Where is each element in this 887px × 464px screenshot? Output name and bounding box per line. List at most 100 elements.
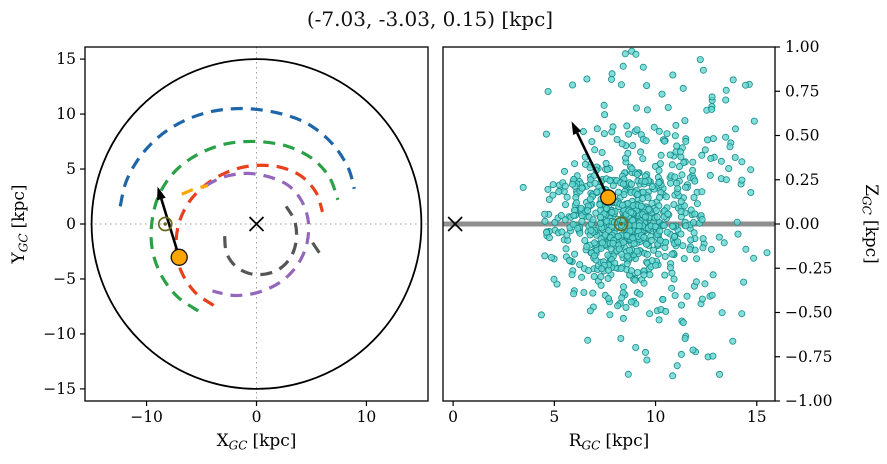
- scatter-point: [681, 334, 689, 342]
- scatter-point: [631, 276, 639, 284]
- scatter-point: [696, 56, 704, 64]
- y-axis-label: YGC[kpc]: [9, 185, 31, 265]
- scatter-point: [619, 201, 627, 209]
- scatter-point: [623, 260, 631, 268]
- scatter-point: [579, 127, 587, 135]
- scatter-point: [642, 137, 650, 145]
- scatter-point: [597, 281, 605, 289]
- scatter-point: [763, 249, 771, 257]
- scatter-point: [570, 211, 578, 219]
- target-star-marker: [600, 189, 617, 206]
- scatter-point: [708, 291, 716, 299]
- scatter-point: [587, 226, 595, 234]
- scatter-point: [686, 246, 694, 254]
- z-axis-label: ZGC[kpc]: [860, 184, 882, 264]
- scatter-point: [626, 246, 634, 254]
- scatter-point: [677, 350, 685, 358]
- scatter-point: [603, 217, 611, 225]
- galactic-center-marker: [248, 216, 265, 232]
- scatter-point: [750, 254, 758, 262]
- scatter-point: [650, 123, 658, 131]
- scatter-point: [568, 271, 576, 279]
- scatter-point: [570, 290, 578, 298]
- scatter-point: [558, 228, 566, 236]
- scatter-point: [640, 279, 648, 287]
- scatter-point: [640, 271, 648, 279]
- scatter-point: [623, 231, 631, 239]
- scatter-point: [677, 198, 685, 206]
- scatter-point: [621, 50, 629, 58]
- scatter-point: [698, 188, 706, 196]
- x-axis-label: XGC [kpc]: [217, 431, 297, 453]
- scatter-point: [608, 208, 616, 216]
- scatter-point: [588, 138, 596, 146]
- scatter-point: [645, 205, 653, 213]
- scatter-point: [652, 261, 660, 269]
- scatter-point: [671, 173, 679, 181]
- scatter-point: [578, 273, 586, 281]
- scatter-point: [671, 291, 679, 299]
- y-tick-label: −1.00: [785, 392, 833, 410]
- scatter-point: [630, 240, 638, 248]
- scatter-point: [632, 50, 640, 58]
- scatter-point: [601, 111, 609, 119]
- scatter-point: [643, 106, 651, 114]
- scatter-point: [591, 146, 599, 154]
- scatter-point: [577, 204, 585, 212]
- inner-arm-gray-segment: [311, 241, 323, 257]
- scatter-point: [747, 188, 755, 196]
- scatter-point: [617, 334, 625, 342]
- scatter-point: [624, 149, 632, 157]
- scatter-point: [561, 216, 569, 224]
- local-arm-orange: [181, 183, 209, 196]
- y-tick-label: −5: [53, 270, 76, 288]
- x-tick-label: 10: [646, 408, 666, 426]
- scatter-point: [689, 158, 697, 166]
- scatter-point: [725, 164, 733, 172]
- scatter-point: [623, 252, 631, 260]
- y-tick-label: −15: [43, 380, 76, 398]
- scatter-point: [642, 240, 650, 248]
- scatter-point: [663, 130, 671, 138]
- scatter-point: [581, 160, 589, 168]
- y-tick-label: −0.25: [785, 259, 833, 277]
- scatter-point: [668, 284, 676, 292]
- scatter-point: [673, 362, 681, 370]
- scatter-point: [580, 288, 588, 296]
- scatter-point: [655, 316, 663, 324]
- scatter-point: [584, 207, 592, 215]
- scatter-point: [593, 188, 601, 196]
- scatter-point: [747, 166, 755, 174]
- scatter-point: [677, 230, 685, 238]
- scatter-point: [690, 218, 698, 226]
- scatter-point: [656, 160, 664, 168]
- scatter-point: [656, 227, 664, 235]
- scatter-point: [750, 117, 758, 125]
- scatter-point: [655, 166, 663, 174]
- scatter-point: [679, 242, 687, 250]
- scatter-point: [603, 165, 611, 173]
- scatter-point: [708, 93, 716, 101]
- scatter-point: [655, 127, 663, 135]
- scatter-point: [678, 171, 686, 179]
- sun-marker: [157, 216, 173, 232]
- scatter-point: [655, 179, 663, 187]
- scatter-point: [537, 311, 545, 319]
- scatter-point: [722, 96, 730, 104]
- scatter-point: [642, 348, 650, 356]
- scatter-point: [597, 244, 605, 252]
- rz-panel-plot-area: [443, 47, 775, 380]
- x-axis-label: RGC [kpc]: [569, 431, 650, 453]
- scatter-point: [617, 81, 625, 89]
- scatter-point: [624, 370, 632, 378]
- scatter-point: [622, 303, 630, 311]
- scatter-point: [584, 336, 592, 344]
- scatter-point: [707, 154, 715, 162]
- scatter-point: [670, 233, 678, 241]
- scatter-point: [627, 208, 635, 216]
- scatter-point: [629, 141, 637, 149]
- scatter-point: [643, 356, 651, 364]
- scatter-point: [562, 245, 570, 253]
- scatter-point: [628, 165, 636, 173]
- scatter-point: [682, 137, 690, 145]
